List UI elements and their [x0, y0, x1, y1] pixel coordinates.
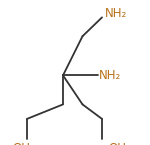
Text: OH: OH [12, 142, 30, 145]
Text: OH: OH [108, 142, 126, 145]
Text: NH₂: NH₂ [105, 7, 127, 20]
Text: NH₂: NH₂ [99, 69, 121, 82]
